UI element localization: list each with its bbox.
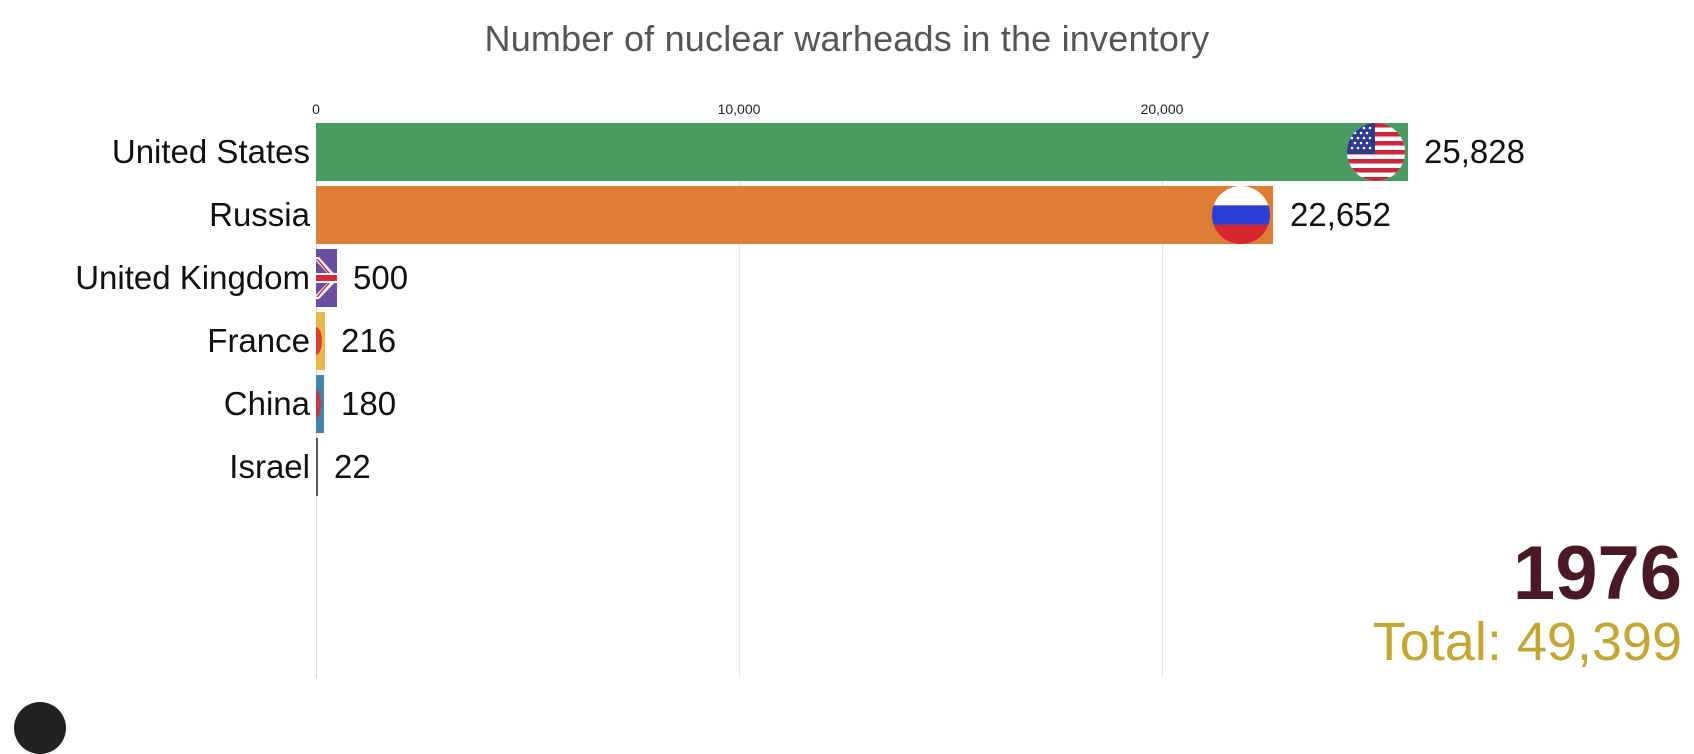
bar-row-united-kingdom: United Kingdom 500 xyxy=(0,248,1694,308)
bar-russia xyxy=(316,186,1273,244)
bar-value-label: 22 xyxy=(334,448,371,485)
gridline-20000 xyxy=(1162,122,1163,678)
china-flag-icon xyxy=(316,375,324,433)
category-label: France xyxy=(207,322,310,359)
category-label: Israel xyxy=(229,448,310,485)
chart-title: Number of nuclear warheads in the invent… xyxy=(484,18,1210,59)
gridline-10000 xyxy=(739,122,740,678)
bar-value-label: 22,652 xyxy=(1290,196,1391,233)
bar-row-china: China 180 xyxy=(0,374,1694,434)
uk-flag-icon xyxy=(316,249,337,307)
x-tick-20000: 20,000 xyxy=(1140,101,1184,117)
us-flag-icon xyxy=(1347,123,1405,181)
bar-row-israel: Israel 22 xyxy=(0,437,1694,497)
bar-united-states xyxy=(316,123,1408,181)
category-label: China xyxy=(223,385,310,422)
category-label: United States xyxy=(111,133,310,170)
bar-value-label: 180 xyxy=(341,385,397,422)
bar-israel xyxy=(316,438,318,496)
play-button[interactable] xyxy=(14,702,66,754)
bar-value-label: 216 xyxy=(341,322,397,359)
france-flag-icon xyxy=(316,312,325,370)
category-label: United Kingdom xyxy=(75,259,310,296)
x-tick-10000: 10,000 xyxy=(717,101,761,117)
russia-flag-icon xyxy=(1212,186,1270,244)
bar-value-label: 500 xyxy=(353,259,409,296)
bar-value-label: 25,828 xyxy=(1424,133,1525,170)
bar-chart: 0 10,000 20,000 United States xyxy=(0,101,1694,678)
x-tick-0: 0 xyxy=(312,101,320,117)
category-label: Russia xyxy=(209,196,310,233)
bar-row-united-states: United States xyxy=(0,122,1694,182)
total-label: Total: 49,399 xyxy=(1372,612,1682,672)
bar-row-france: France 216 xyxy=(0,311,1694,371)
year-label: 1976 xyxy=(1512,531,1682,616)
bar-row-russia: Russia 22,652 xyxy=(0,185,1694,245)
